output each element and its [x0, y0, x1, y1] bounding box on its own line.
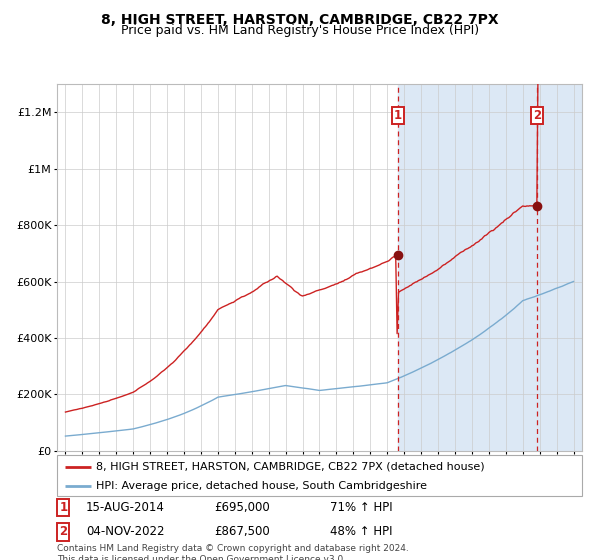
Text: 8, HIGH STREET, HARSTON, CAMBRIDGE, CB22 7PX: 8, HIGH STREET, HARSTON, CAMBRIDGE, CB22…	[101, 13, 499, 27]
Text: HPI: Average price, detached house, South Cambridgeshire: HPI: Average price, detached house, Sout…	[97, 480, 427, 491]
Text: 2: 2	[533, 109, 541, 122]
Text: 1: 1	[59, 501, 67, 514]
Text: £695,000: £695,000	[215, 501, 270, 514]
Text: Contains HM Land Registry data © Crown copyright and database right 2024.
This d: Contains HM Land Registry data © Crown c…	[57, 544, 409, 560]
Bar	[398, 84, 599, 451]
Text: 48% ↑ HPI: 48% ↑ HPI	[330, 525, 392, 538]
Text: 8, HIGH STREET, HARSTON, CAMBRIDGE, CB22 7PX (detached house): 8, HIGH STREET, HARSTON, CAMBRIDGE, CB22…	[97, 461, 485, 472]
Text: 2: 2	[59, 525, 67, 538]
Text: £867,500: £867,500	[215, 525, 270, 538]
Text: Price paid vs. HM Land Registry's House Price Index (HPI): Price paid vs. HM Land Registry's House …	[121, 24, 479, 38]
Text: 1: 1	[394, 109, 402, 122]
Text: 04-NOV-2022: 04-NOV-2022	[86, 525, 164, 538]
Text: 71% ↑ HPI: 71% ↑ HPI	[330, 501, 392, 514]
Text: 15-AUG-2014: 15-AUG-2014	[86, 501, 165, 514]
